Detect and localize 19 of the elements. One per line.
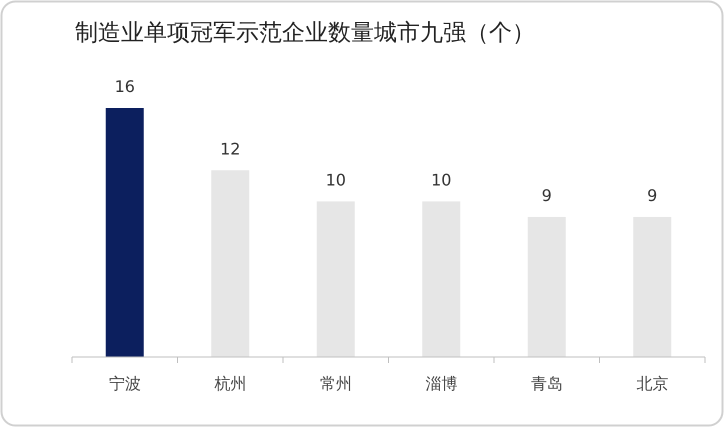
bar xyxy=(211,170,250,357)
x-tick-label: 青岛 xyxy=(530,374,563,393)
bar xyxy=(422,201,460,357)
data-label: 16 xyxy=(114,77,135,96)
x-tick-label: 淄博 xyxy=(425,374,458,393)
bar xyxy=(633,216,672,357)
x-tick-label: 常州 xyxy=(320,374,352,393)
x-tick-label: 北京 xyxy=(636,374,668,393)
bar xyxy=(528,216,566,357)
data-label: 9 xyxy=(542,186,552,205)
bar xyxy=(106,108,144,357)
chart-title: 制造业单项冠军示范企业数量城市九强（个） xyxy=(75,20,535,46)
bar xyxy=(316,201,355,357)
data-label: 9 xyxy=(647,186,658,205)
x-tick-label: 宁波 xyxy=(108,374,141,393)
x-tick-label: 杭州 xyxy=(213,374,246,393)
data-label: 10 xyxy=(326,170,346,190)
data-label: 10 xyxy=(431,170,452,190)
data-label: 12 xyxy=(220,139,240,158)
